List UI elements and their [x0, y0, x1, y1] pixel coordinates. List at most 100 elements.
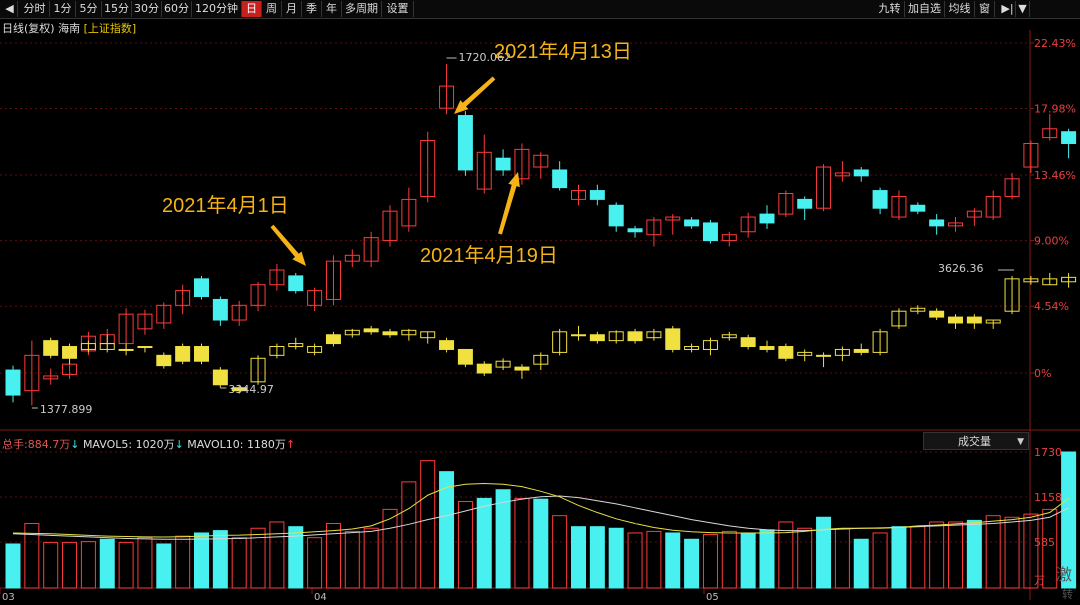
price-tick-label: 13.46%: [1034, 169, 1076, 182]
down-arrow-icon: ↓: [70, 438, 80, 451]
index-overlay-label[interactable]: [上证指数]: [83, 22, 137, 35]
period-label: 日线(复权): [2, 22, 55, 35]
menu-caret-icon[interactable]: ▼: [1016, 1, 1030, 17]
index-candle-body: [307, 346, 323, 353]
down-arrow-icon: ↓: [174, 438, 184, 451]
toolbar-right-3[interactable]: 窗: [975, 1, 995, 17]
toolbar-tab-11[interactable]: 年: [322, 1, 342, 17]
volume-bar: [99, 538, 115, 589]
hainan-candle-body: [948, 222, 963, 227]
annotation-apr-1: 2021年4月1日: [162, 194, 289, 217]
price-tick-label: 4.54%: [1034, 300, 1069, 313]
toolbar-tab-13[interactable]: 设置: [382, 1, 414, 17]
volume-bar: [948, 521, 963, 589]
volume-bar: [985, 515, 1001, 589]
toolbar-tab-8[interactable]: 周: [262, 1, 282, 17]
hainan-candle-body: [231, 304, 247, 321]
hainan-candle-body: [702, 222, 718, 242]
index-candle-body: [344, 329, 360, 336]
index-candle-body: [269, 346, 285, 356]
toolbar-right-1[interactable]: 加自选: [905, 1, 945, 17]
hainan-candle-body: [816, 166, 832, 209]
volume-bar: [966, 519, 982, 589]
index-candle-body: [212, 369, 228, 386]
volume-tick-label: 1730: [1034, 446, 1062, 459]
hainan-candle-body: [363, 237, 379, 262]
annotation-apr-19: 2021年4月19日: [420, 244, 558, 267]
volume-bar: [43, 541, 59, 589]
toolbar-tab-0[interactable]: 分时: [20, 1, 50, 17]
toolbar-tab-9[interactable]: 月: [282, 1, 302, 17]
index-candle-body: [853, 348, 869, 353]
volume-bar: [514, 497, 530, 589]
toolbar-tab-2[interactable]: 5分: [76, 1, 102, 17]
index-candle-body: [816, 354, 832, 357]
volume-bar: [307, 537, 323, 589]
mavol10-value: 1180万: [246, 438, 286, 451]
hainan-candle-body: [250, 284, 266, 306]
mavol5-line: [12, 482, 1069, 538]
index-candle-body: [288, 343, 304, 348]
volume-bar: [288, 526, 304, 589]
index-candle-body: [382, 331, 398, 336]
prev-arrow-icon[interactable]: ◀: [2, 1, 18, 17]
toolbar-right-0[interactable]: 九转: [875, 1, 905, 17]
date-tick-label: 05: [706, 592, 719, 603]
index-candle-body: [646, 331, 662, 339]
hainan-candle-body: [985, 195, 1001, 218]
hainan-candle-body: [439, 85, 455, 109]
index-candle-body: [439, 340, 455, 350]
hainan-candle-body: [759, 213, 775, 224]
volume-bar: [420, 460, 436, 589]
index-candle-body: [420, 331, 436, 339]
toolbar-tab-10[interactable]: 季: [302, 1, 322, 17]
hainan-candle-body: [589, 190, 605, 200]
index-candle-body: [1004, 278, 1020, 312]
index-candle-body: [1042, 278, 1058, 286]
volume-bar: [231, 537, 247, 589]
toolbar-tab-5[interactable]: 60分: [162, 1, 192, 17]
toolbar-tab-4[interactable]: 30分: [132, 1, 162, 17]
up-arrow-icon: ↑: [285, 438, 296, 451]
last-arrow-icon[interactable]: ▶|: [1000, 1, 1016, 17]
hainan-candle-body: [646, 219, 662, 236]
toolbar-tab-1[interactable]: 1分: [50, 1, 76, 17]
hainan-candle-body: [552, 169, 568, 189]
volume-bar: [778, 521, 794, 589]
volume-bar: [137, 537, 153, 589]
toolbar-tab-7[interactable]: 日: [242, 1, 262, 17]
index-candle-body: [684, 346, 700, 350]
hainan-candle-body: [910, 204, 926, 212]
index-candle-body: [175, 346, 191, 362]
hainan-candle-body: [495, 157, 511, 171]
index-candle-body: [156, 354, 172, 367]
volume-bar: [891, 526, 907, 589]
volume-bar: [1042, 508, 1058, 589]
volume-bar: [702, 534, 718, 589]
toolbar-right-2[interactable]: 均线: [945, 1, 975, 17]
hainan-candle-body: [1061, 131, 1077, 144]
index-candle-body: [363, 328, 379, 333]
volume-tick-label: 1158: [1034, 491, 1062, 504]
toolbar-tab-6[interactable]: 120分钟: [192, 1, 242, 17]
index-candle-body: [872, 331, 888, 353]
index-candle-body: [1023, 278, 1039, 283]
hainan-candle-body: [24, 354, 40, 392]
toolbar-tab-12[interactable]: 多周期: [342, 1, 382, 17]
volume-bar: [344, 530, 360, 589]
volume-bar: [401, 481, 417, 589]
watermark-subtext: 转: [1062, 588, 1073, 601]
hainan-candle-body: [514, 148, 530, 180]
hainan-candle-body: [1023, 142, 1039, 168]
volume-bar: [627, 532, 643, 589]
hainan-candle-body: [797, 198, 813, 209]
index-candle-body: [891, 310, 907, 327]
index-candle-body: [627, 331, 643, 342]
hainan-candle-body: [966, 210, 982, 218]
index-candle-body: [62, 346, 78, 359]
toolbar-tab-3[interactable]: 15分: [102, 1, 132, 17]
indicator-select[interactable]: 成交量 ▼: [923, 432, 1029, 450]
volume-bar: [853, 538, 869, 589]
arrow-apr-13: [454, 76, 496, 114]
